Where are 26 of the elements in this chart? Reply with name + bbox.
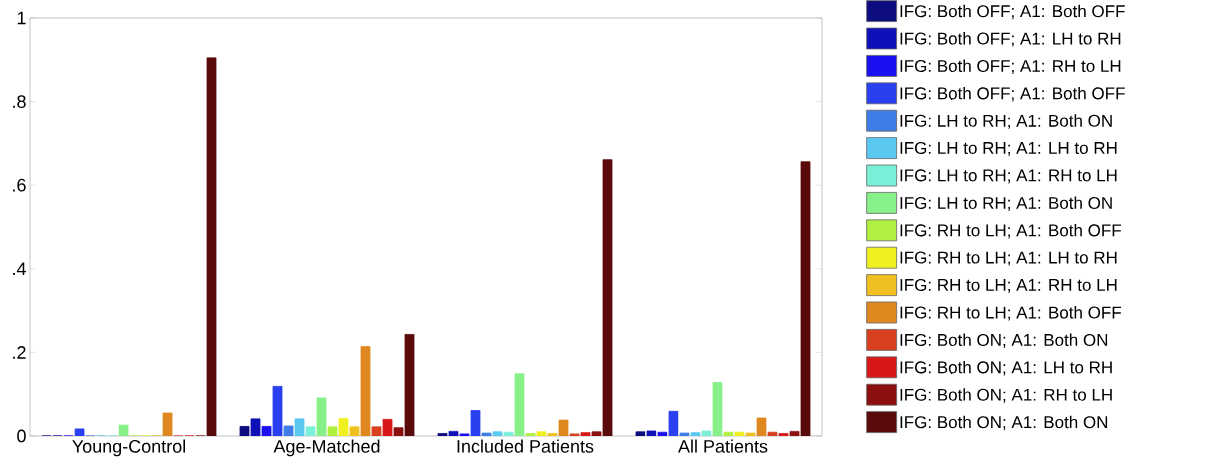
- legend-label: IFG: Both ON; A1: Both ON: [900, 333, 1108, 348]
- legend-label: IFG: LH to RH; A1: RH to LH: [900, 169, 1117, 184]
- y-tick-label: 1: [17, 11, 26, 25]
- legend-label: IFG: LH to RH; A1: Both ON: [900, 114, 1112, 129]
- legend-label: IFG: RH to LH; A1: LH to RH: [900, 251, 1117, 266]
- y-tick-label: 0: [17, 429, 26, 443]
- y-tick-label: .8: [13, 95, 26, 108]
- legend-label: IFG: Both OFF; A1: Both OFF: [900, 86, 1125, 102]
- legend-label: IFG: LH to RH; A1: LH to RH: [900, 141, 1117, 156]
- x-tick-label: All Patients: [678, 439, 768, 453]
- legend-label: IFG: Both OFF; A1: RH to LH: [900, 59, 1121, 75]
- x-tick-label: Included Patients: [457, 439, 594, 453]
- y-tick-label: .4: [13, 262, 26, 275]
- legend-label: IFG: RH to LH; A1: Both OFF: [900, 306, 1121, 321]
- legend-label: IFG: RH to LH; A1: RH to LH: [900, 278, 1117, 293]
- legend-label: IFG: Both ON; A1: RH to LH: [900, 388, 1112, 403]
- y-tick-label: .2: [13, 346, 26, 359]
- x-tick-label: Age-Matched: [273, 439, 380, 457]
- x-tick-label: Young-Control: [72, 439, 186, 457]
- y-tick-label: .6: [13, 178, 26, 192]
- legend-label: IFG: Both ON; A1: LH to RH: [900, 360, 1112, 376]
- legend-label: IFG: LH to RH; A1: Both ON: [900, 196, 1112, 212]
- legend-label: IFG: RH to LH; A1: Both OFF: [900, 223, 1121, 239]
- legend-label: IFG: Both ON; A1: Both ON: [900, 415, 1108, 431]
- legend-label: IFG: Both OFF; A1: Both OFF: [900, 4, 1125, 20]
- legend-label: IFG: Both OFF; A1: LH to RH: [900, 32, 1121, 47]
